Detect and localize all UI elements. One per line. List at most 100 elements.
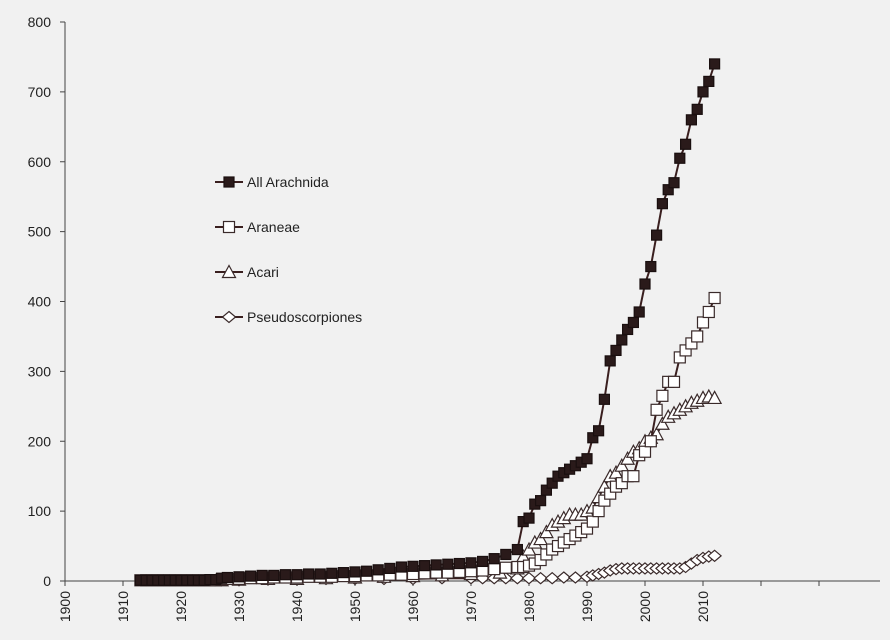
data-point — [685, 114, 698, 126]
data-point — [419, 560, 431, 572]
data-point — [488, 553, 500, 565]
axes: 0 100 200 300 400 500 600 700 800 1900 1910 1920 193… — [28, 14, 880, 622]
data-point — [511, 543, 524, 556]
legend-item: Araneae — [215, 219, 300, 235]
data-point — [465, 557, 477, 569]
x-tick-label: 1930 — [231, 591, 247, 622]
data-point — [598, 393, 611, 405]
data-point — [604, 355, 616, 367]
data-point — [544, 571, 560, 585]
data-point — [654, 416, 670, 430]
data-point — [546, 477, 558, 489]
legend-label: Araneae — [247, 219, 300, 235]
legend-item: Acari — [215, 264, 279, 280]
data-point — [639, 278, 651, 290]
data-point — [256, 569, 268, 582]
series-araneae — [134, 291, 721, 587]
data-point — [233, 571, 245, 583]
data-point — [679, 138, 692, 150]
x-tick-label: 1960 — [405, 591, 421, 622]
legend-marker — [223, 176, 235, 188]
series-layer — [134, 58, 723, 587]
data-point — [581, 453, 593, 465]
series-acari — [214, 388, 723, 587]
data-point — [303, 568, 315, 580]
x-tick-label: 1990 — [579, 591, 595, 622]
data-point — [645, 260, 657, 273]
y-tick-label: 200 — [28, 433, 52, 449]
legend-label: Acari — [247, 264, 279, 280]
x-tick-label: 2000 — [637, 591, 653, 622]
legend-item: Pseudoscorpiones — [215, 309, 362, 325]
legend: All Arachnida Araneae Acari Pseudoscorpione… — [215, 174, 362, 325]
data-point — [534, 495, 547, 507]
data-point — [407, 560, 419, 572]
x-tick-label: 1950 — [347, 591, 363, 622]
legend-marker — [221, 264, 237, 279]
y-tick-label: 500 — [28, 224, 52, 240]
data-point — [349, 566, 361, 578]
data-point — [708, 291, 721, 305]
data-point — [372, 564, 384, 576]
series-all-arachnida — [134, 58, 721, 586]
data-point — [638, 445, 652, 458]
x-tick-label: 1940 — [289, 591, 305, 622]
y-tick-label: 300 — [28, 363, 52, 379]
data-point — [361, 565, 373, 577]
data-point — [453, 557, 465, 570]
data-point — [442, 558, 454, 570]
data-point — [221, 571, 233, 584]
data-point — [708, 58, 721, 70]
data-point — [314, 568, 326, 580]
y-tick-label: 0 — [43, 573, 51, 589]
data-point — [662, 184, 674, 196]
data-point — [488, 563, 501, 576]
data-point — [610, 344, 622, 357]
data-point — [384, 562, 396, 575]
data-point — [644, 435, 657, 448]
data-point — [291, 569, 303, 581]
data-point — [633, 306, 645, 318]
y-tick-label: 700 — [28, 84, 52, 100]
y-tick-label: 600 — [28, 154, 52, 170]
data-point — [656, 198, 669, 210]
x-tick-label: 2010 — [695, 591, 711, 622]
y-tick-label: 800 — [28, 14, 52, 30]
legend-label: Pseudoscorpiones — [247, 309, 362, 325]
data-point — [521, 541, 537, 556]
data-point — [592, 505, 605, 518]
data-point — [587, 432, 599, 444]
data-point — [337, 567, 349, 579]
y-tick-label: 400 — [28, 294, 52, 310]
data-point — [509, 571, 525, 585]
data-point — [627, 470, 640, 483]
x-tick-label: 1900 — [57, 591, 73, 622]
series-line — [140, 297, 716, 582]
data-point — [430, 559, 442, 571]
data-point — [567, 571, 583, 584]
data-point — [538, 524, 554, 539]
data-point — [697, 86, 709, 98]
data-point — [245, 570, 257, 582]
legend-marker — [221, 310, 237, 324]
data-point — [691, 330, 704, 343]
data-point — [500, 548, 512, 561]
data-point — [667, 375, 681, 388]
data-point — [326, 567, 338, 579]
data-point — [650, 229, 663, 241]
data-point — [668, 177, 680, 189]
data-point — [691, 103, 703, 115]
data-point — [616, 334, 628, 346]
data-point — [707, 549, 723, 563]
data-point — [696, 316, 710, 329]
data-point — [592, 425, 605, 437]
data-point — [656, 389, 669, 402]
data-point — [620, 450, 636, 465]
data-point — [533, 531, 549, 546]
data-point — [521, 571, 537, 585]
data-point — [523, 512, 535, 524]
legend-label: All Arachnida — [247, 174, 329, 190]
data-point — [674, 152, 686, 164]
data-point — [395, 561, 407, 573]
